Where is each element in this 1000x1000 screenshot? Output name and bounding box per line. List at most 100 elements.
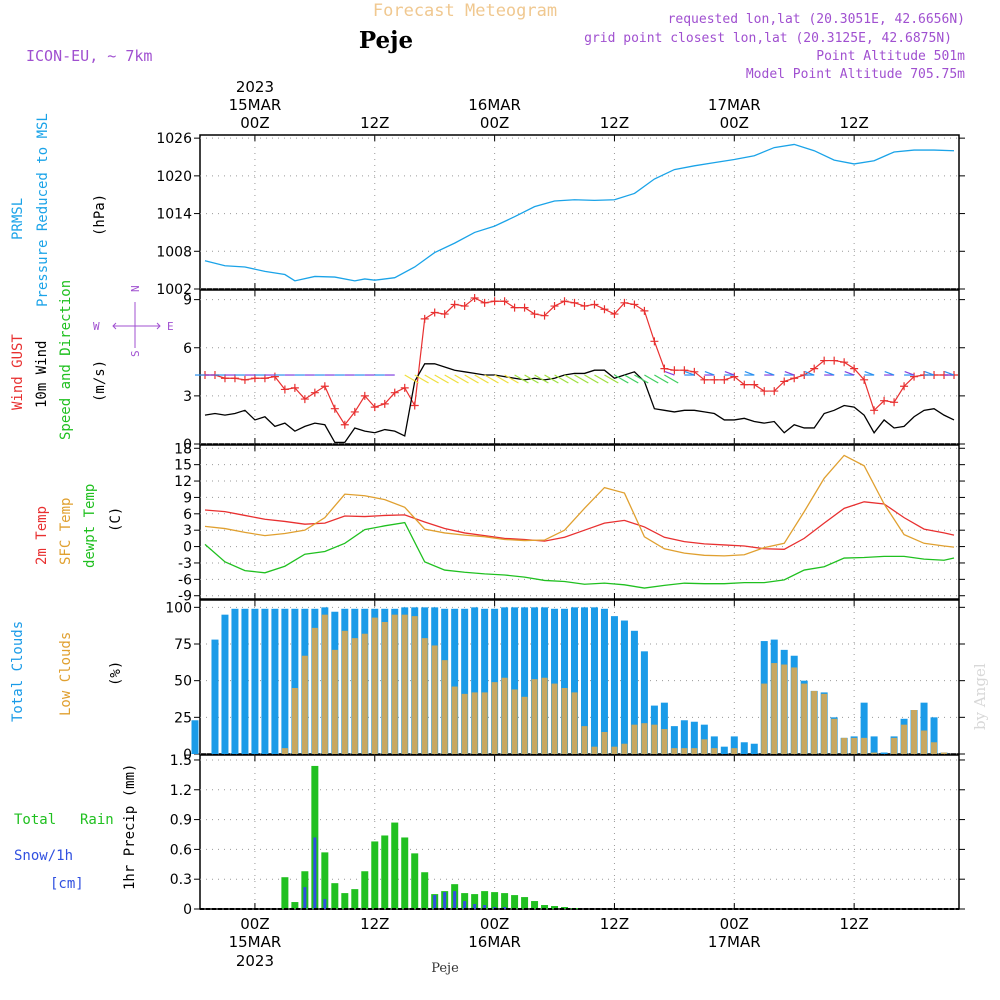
cloud-labels: Total Clouds Low Clouds (%) xyxy=(10,621,124,722)
time-label-top: 00Z xyxy=(480,114,509,132)
low-cloud-bar xyxy=(551,683,558,754)
gust-marker xyxy=(670,366,679,375)
y-tick-label: 1014 xyxy=(156,207,192,223)
snow-label: Snow/1h xyxy=(14,848,73,864)
rain-label: Rain xyxy=(80,812,114,828)
gust-marker xyxy=(870,406,879,415)
gust-marker xyxy=(390,388,399,397)
wind-direction-arrow xyxy=(414,374,429,384)
rain-bar xyxy=(321,852,329,909)
wind-direction-arrow xyxy=(474,374,489,384)
y-tick-label: 0.6 xyxy=(170,842,192,858)
low-cloud-bar xyxy=(321,614,328,754)
y-tick-label: 3 xyxy=(183,523,192,539)
low-cloud-bar xyxy=(871,752,878,754)
gust-marker xyxy=(440,310,449,319)
gust-marker xyxy=(730,372,739,381)
low-cloud-bar xyxy=(861,737,868,754)
low-cloud-bar xyxy=(531,679,538,754)
total-cloud-bar xyxy=(630,630,638,754)
gust-marker xyxy=(820,356,829,365)
date-label-top: 16MAR xyxy=(468,96,521,114)
gust-marker xyxy=(280,385,289,394)
low-cloud-bar xyxy=(671,748,678,754)
y-tick-label: 15 xyxy=(174,458,192,474)
gust-line xyxy=(204,297,955,426)
wind-direction-arrow xyxy=(514,374,529,384)
rain-bar xyxy=(541,905,549,909)
rain-bar xyxy=(411,853,419,909)
gust-marker xyxy=(740,380,749,389)
gust-marker xyxy=(570,298,579,307)
y-tick-label: 9 xyxy=(183,490,192,506)
gust-marker xyxy=(890,398,899,407)
total-cloud-bar xyxy=(930,717,938,754)
rain-bar xyxy=(351,889,359,909)
wind-direction-arrow xyxy=(574,374,589,384)
low-cloud-bar xyxy=(471,692,478,754)
compass-w: W xyxy=(93,320,100,333)
low-cloud-bar xyxy=(631,724,638,754)
wind-direction-arrow xyxy=(844,371,855,376)
gust-marker xyxy=(850,364,859,373)
wind-direction-arrow xyxy=(724,371,735,376)
total-cloud-bar xyxy=(920,702,928,754)
time-label-bottom: 12Z xyxy=(839,915,868,933)
compass-cross xyxy=(112,302,161,348)
y-tick-label: 6 xyxy=(183,507,192,523)
low-cloud-bar xyxy=(281,748,288,754)
gust-marker xyxy=(420,314,429,323)
rain-bar xyxy=(361,871,369,909)
prmsl-desc-label: Pressure Reduced to MSL xyxy=(35,113,51,307)
low-cloud-bar xyxy=(641,723,648,754)
wind-direction-arrow xyxy=(564,374,579,384)
low-cloud-bar xyxy=(921,730,928,754)
wind-direction-arrow xyxy=(584,374,599,384)
gust-marker xyxy=(500,297,509,306)
total-cloud-bar xyxy=(261,608,269,754)
y-tick-label: 0 xyxy=(183,437,192,453)
snow-bar xyxy=(463,901,467,909)
low-cloud-bar xyxy=(711,748,718,754)
y-tick-label: 75 xyxy=(174,637,192,653)
y-tick-label: -6 xyxy=(178,572,192,588)
low-cloud-bar xyxy=(611,746,618,754)
rain-bar xyxy=(281,877,289,909)
pressure-line xyxy=(204,143,955,282)
low-cloud-bar xyxy=(651,724,658,754)
low-cloud-bar xyxy=(491,682,498,754)
compass-s: S xyxy=(129,350,142,357)
panel-frame xyxy=(199,134,960,290)
total-cloud-bar xyxy=(251,608,259,754)
wind-unit-label: (m/s) xyxy=(92,360,108,402)
y-tick-label: 1.2 xyxy=(170,783,192,799)
y-tick-label: 1002 xyxy=(156,282,192,298)
gust-marker xyxy=(520,303,529,312)
total-cloud-bar xyxy=(740,742,748,754)
wind-direction-arrow xyxy=(944,371,955,376)
y-tick-label: 100 xyxy=(165,600,192,616)
wind-direction-arrow xyxy=(664,374,679,384)
total-cloud-bar xyxy=(191,720,199,754)
total-cloud-bar xyxy=(690,721,698,754)
rain-bar xyxy=(331,883,339,909)
snow-bar xyxy=(473,904,477,909)
gust-marker xyxy=(480,298,489,307)
year-label-top: 2023 xyxy=(236,78,274,96)
wind-direction-arrow xyxy=(644,374,659,384)
low-cloud-bar xyxy=(691,748,698,754)
low-cloud-bar xyxy=(701,739,708,754)
total-cloud-bar xyxy=(590,607,598,754)
low-cloud-label: Low Clouds xyxy=(58,632,74,716)
time-label-top: 00Z xyxy=(720,114,749,132)
gust-marker xyxy=(590,300,599,309)
low-cloud-bar xyxy=(681,748,688,754)
wind-speed-line xyxy=(204,363,955,444)
low-cloud-bar xyxy=(841,737,848,754)
gust-marker xyxy=(630,300,639,309)
low-cloud-bar xyxy=(461,693,468,754)
rain-bar xyxy=(401,837,409,909)
model-label: ICON-EU, ~ 7km xyxy=(26,47,152,65)
rain-bar xyxy=(511,895,519,909)
